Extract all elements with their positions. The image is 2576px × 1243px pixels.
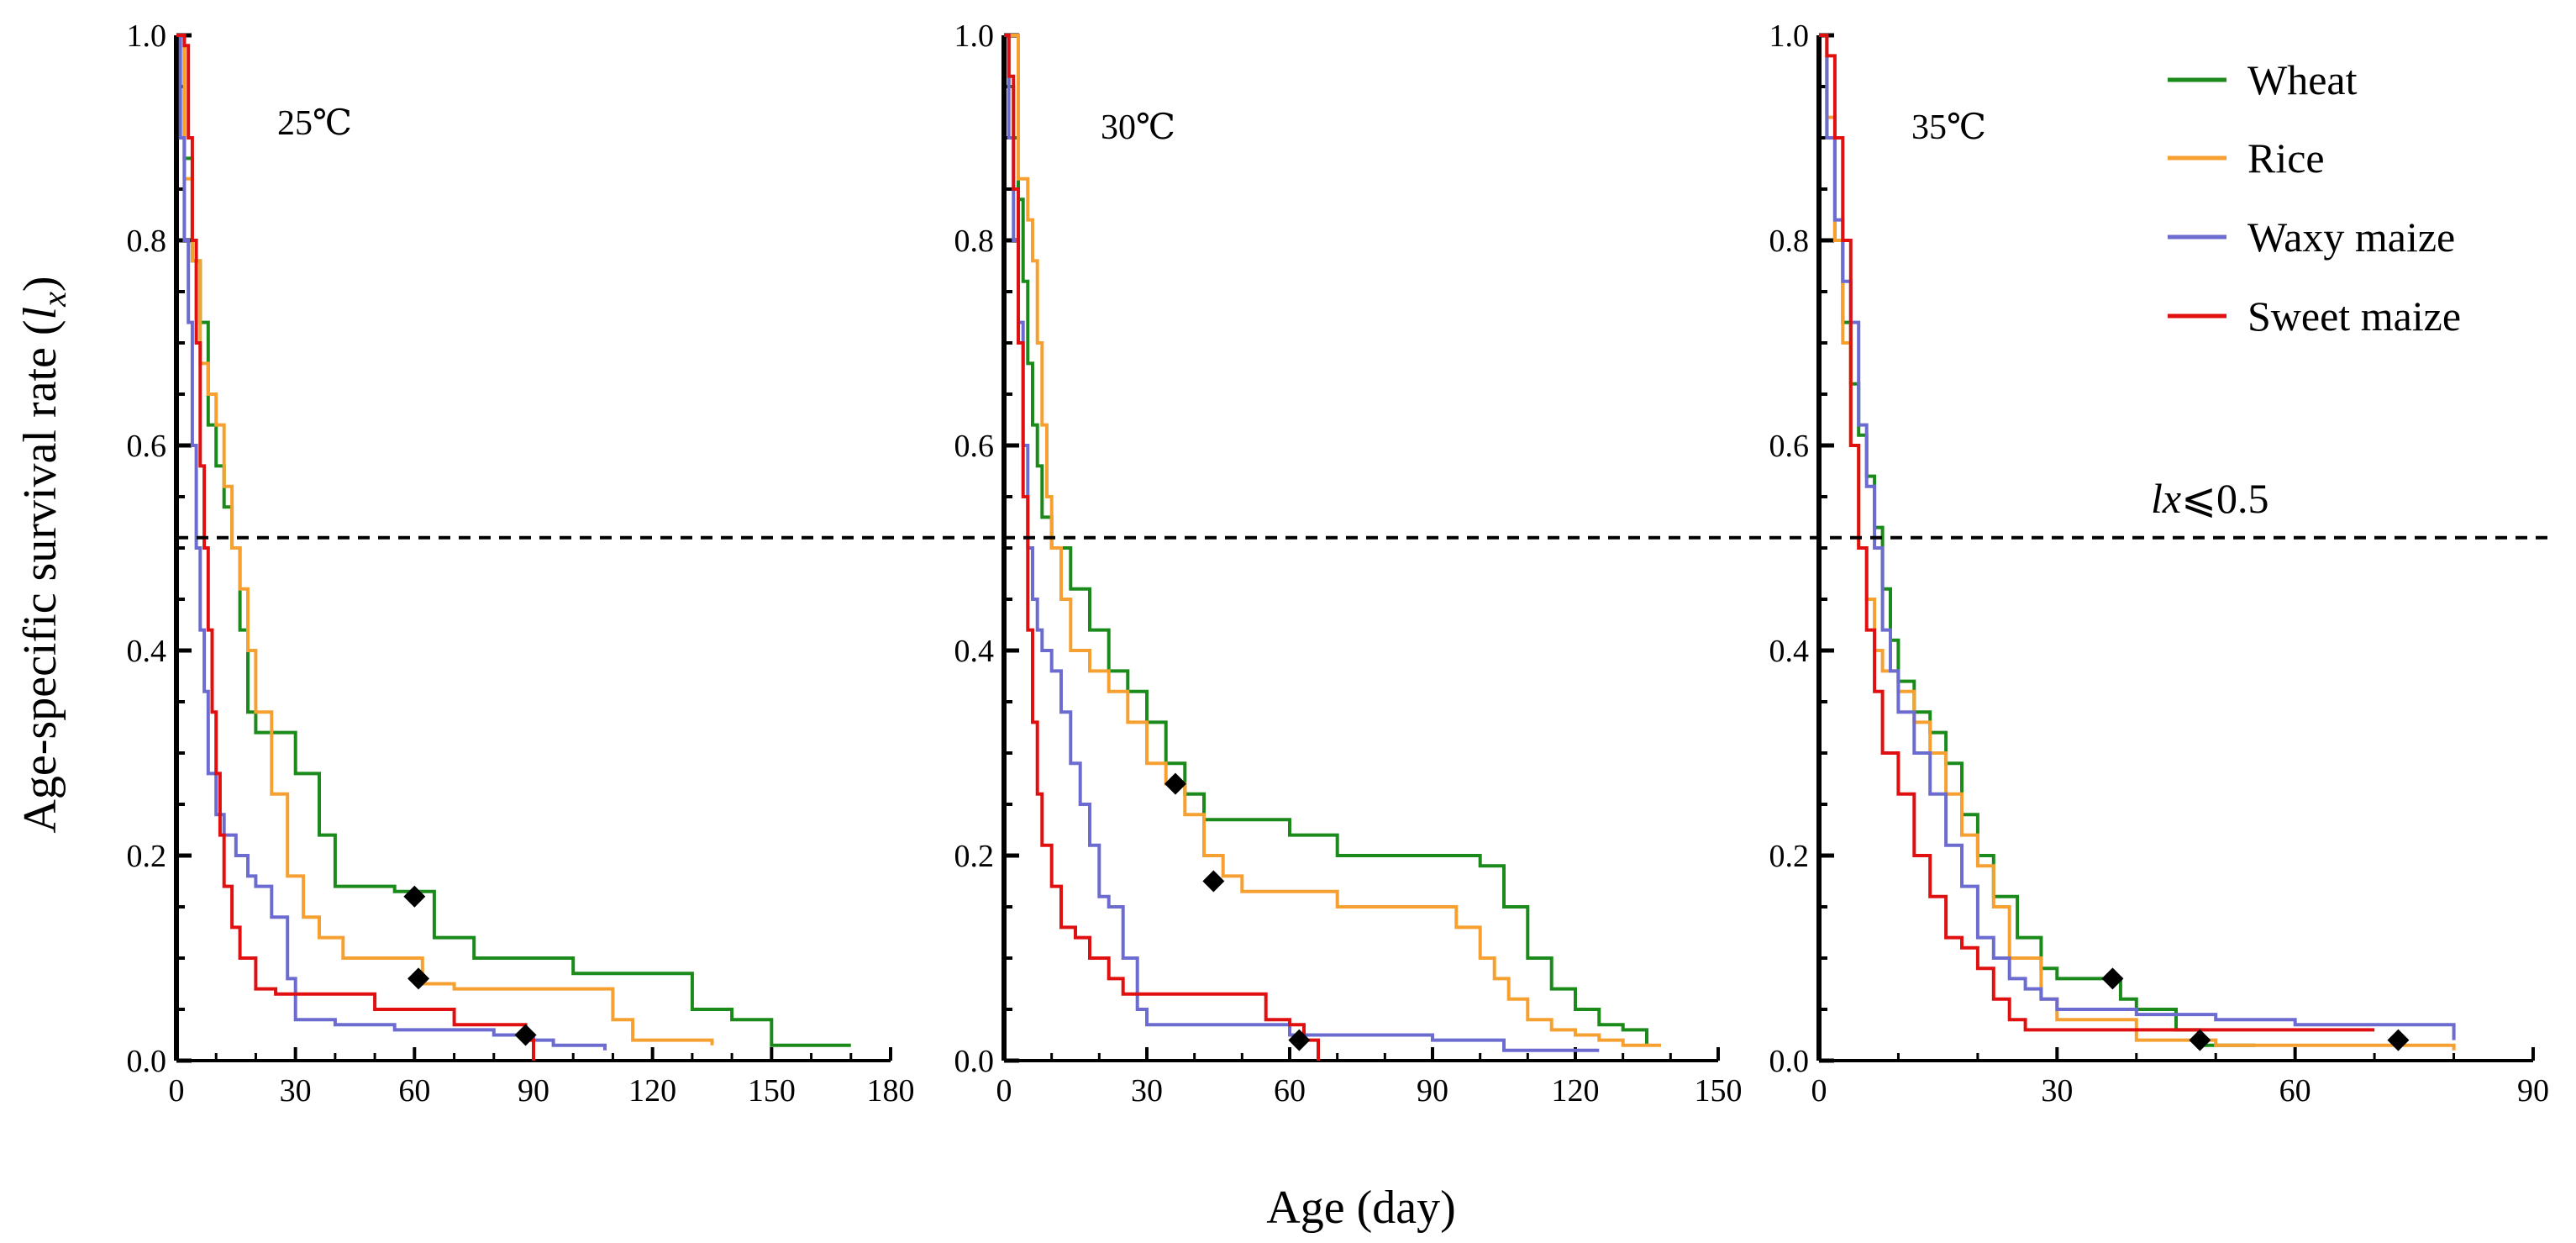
x-tick-label: 60	[2279, 1073, 2311, 1109]
x-tick-label: 60	[1274, 1073, 1306, 1109]
y-tick-label: 0.8	[1769, 224, 1810, 259]
series-line-sweet-maize	[1004, 34, 1320, 1061]
diamond-marker	[2387, 1029, 2410, 1051]
diamond-marker	[514, 1024, 537, 1046]
y-tick-label: 0.0	[127, 1044, 167, 1079]
y-tick-label: 0.2	[1769, 839, 1810, 874]
x-tick-label: 0	[996, 1073, 1012, 1109]
panels: 0.00.20.40.60.81.00 30 60 90 120 150 18025℃0.0…	[127, 18, 2550, 1109]
panel-1: 0.0 0.2 0.4 0.6 0.8 1.0 0 30 60 90 120 150 180 25℃	[127, 18, 915, 1109]
series-line-waxy-maize	[176, 34, 607, 1051]
y-tick-label: 0.4	[954, 634, 995, 669]
legend-label-sweet-maize: Sweet maize	[2247, 292, 2461, 340]
diamond-marker	[1202, 870, 1225, 893]
series-line-rice	[1819, 34, 2456, 1051]
y-tick-label: 0.4	[1769, 634, 1810, 669]
x-tick-label: 90	[2517, 1073, 2549, 1109]
series-line-wheat	[176, 34, 851, 1047]
x-tick-label: 90	[1417, 1073, 1448, 1109]
diamond-marker	[2189, 1029, 2211, 1051]
y-tick-label: 0.2	[127, 839, 167, 874]
threshold-text: ⩽0.5	[2181, 475, 2268, 522]
y-tick-label: 0.8	[127, 224, 167, 259]
legend-label-waxy-maize: Waxy maize	[2247, 213, 2455, 261]
x-tick-label: 150	[748, 1073, 796, 1109]
diamond-marker	[2101, 967, 2124, 990]
y-tick-label: 0.0	[1769, 1044, 1810, 1079]
y-tick-label: 0.6	[1769, 429, 1810, 464]
panel-2: 0.0 0.2 0.4 0.6 0.8 1.0 0 30 60 90 120 150 30℃	[954, 18, 1743, 1109]
diamond-marker	[407, 967, 430, 990]
x-tick-label: 60	[398, 1073, 430, 1109]
x-tick-label: 150	[1695, 1073, 1743, 1109]
diamond-marker	[403, 885, 426, 908]
y-tick-label: 1.0	[954, 18, 995, 54]
x-tick-label: 30	[1131, 1073, 1163, 1109]
x-tick-label: 180	[867, 1073, 915, 1109]
series-line-wheat	[1004, 34, 1648, 1045]
diamond-marker	[1164, 772, 1186, 795]
threshold-label: lx⩽0.5	[2151, 475, 2269, 522]
y-tick-label: 0.2	[954, 839, 995, 874]
y-tick-label: 1.0	[1769, 18, 1810, 54]
y-tick-label: 0.6	[954, 429, 995, 464]
y-tick-label: 0.4	[127, 634, 167, 669]
legend-label-rice: Rice	[2247, 134, 2325, 182]
series-line-waxy-maize	[1004, 34, 1600, 1052]
y-axis-title: Age-specific survival rate (lx)	[14, 276, 73, 833]
temperature-label: 30℃	[1101, 108, 1175, 147]
y-tick-label: 0.0	[954, 1044, 995, 1079]
x-tick-label: 0	[169, 1073, 185, 1109]
y-tick-label: 0.8	[954, 224, 995, 259]
diamond-marker	[1288, 1029, 1311, 1051]
legend: Wheat Rice Waxy maize Sweet maize	[2168, 56, 2461, 340]
series-line-rice	[1004, 34, 1661, 1047]
legend-label-wheat: Wheat	[2247, 56, 2358, 103]
x-tick-label: 120	[1552, 1073, 1600, 1109]
y-tick-label: 1.0	[127, 18, 167, 54]
threshold-prefix: lx	[2151, 475, 2181, 522]
x-tick-label: 30	[280, 1073, 312, 1109]
series-line-rice	[176, 34, 714, 1045]
series-line-sweet-maize	[176, 34, 535, 1061]
series-line-sweet-maize	[1819, 34, 2375, 1032]
x-tick-label: 120	[628, 1073, 676, 1109]
x-axis-title: Age (day)	[1266, 1182, 1455, 1234]
x-tick-label: 30	[2041, 1073, 2073, 1109]
temperature-label: 35℃	[1911, 108, 1986, 147]
panel-3: 0.0 0.2 0.4 0.6 0.8 1.0 0 30 60 90 35℃	[1769, 18, 2550, 1109]
series-line-wheat	[1819, 34, 2256, 1047]
x-tick-label: 90	[518, 1073, 549, 1109]
y-tick-label: 0.6	[127, 429, 167, 464]
temperature-label: 25℃	[277, 104, 352, 143]
x-tick-label: 0	[1811, 1073, 1827, 1109]
